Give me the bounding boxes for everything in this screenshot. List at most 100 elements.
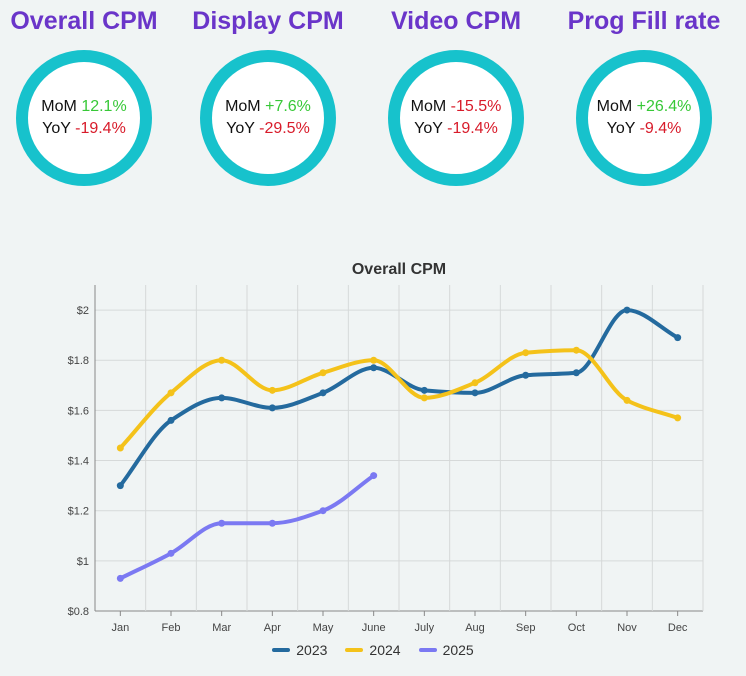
yoy-line: YoY -19.4% <box>414 118 498 140</box>
data-point-2024 <box>370 356 378 364</box>
data-point-2023 <box>572 369 580 377</box>
series-line-2025 <box>118 473 376 581</box>
data-point-2025 <box>319 507 327 515</box>
kpi-ring: MoM 12.1% YoY -19.4% <box>16 50 152 186</box>
kpi-title: Display CPM <box>192 7 344 35</box>
mom-line: MoM -15.5% <box>411 96 502 118</box>
mom-line: MoM 12.1% <box>41 96 126 118</box>
data-point-2024 <box>420 394 428 402</box>
kpi-card: Overall CPM MoM 12.1% YoY -19.4% <box>0 0 177 186</box>
data-point-2023 <box>623 306 631 314</box>
legend-label: 2024 <box>369 642 401 658</box>
legend-label: 2023 <box>296 642 328 658</box>
yoy-line-label: YoY <box>606 120 636 137</box>
x-tick-label: July <box>415 622 435 634</box>
y-tick-label: $1 <box>77 556 89 568</box>
yoy-line: YoY -9.4% <box>607 118 682 140</box>
kpi-card: Video CPM MoM -15.5% YoY -19.4% <box>363 0 549 186</box>
legend-label: 2025 <box>442 642 474 658</box>
data-point-2025 <box>268 519 276 527</box>
data-point-2023 <box>116 482 124 490</box>
y-tick-label: $2 <box>77 305 89 317</box>
data-point-2023 <box>167 416 175 424</box>
x-tick-label: Sep <box>516 622 536 634</box>
x-tick-label: Aug <box>465 622 485 634</box>
data-point-2023 <box>471 389 479 397</box>
data-point-2023 <box>218 394 226 402</box>
kpi-ring: MoM +26.4% YoY -9.4% <box>576 50 712 186</box>
x-tick-label: Feb <box>162 622 181 634</box>
data-point-2023 <box>674 334 682 342</box>
y-tick-label: $1.2 <box>68 506 89 518</box>
data-point-2024 <box>674 414 682 422</box>
yoy-line-value: -9.4% <box>639 120 682 137</box>
data-point-2025 <box>218 519 226 527</box>
mom-line-value: +7.6% <box>265 98 311 115</box>
y-tick-label: $0.8 <box>68 606 89 618</box>
data-point-2023 <box>522 371 530 379</box>
mom-line-value: 12.1% <box>81 98 127 115</box>
legend-item-2025[interactable]: 2025 <box>418 642 474 658</box>
kpi-title: Video CPM <box>390 7 522 35</box>
chart-svg: Overall CPM $0.8 $1 $1.2 $1.4 $1.6 $1.8 $2 Jan Fe… <box>68 261 704 634</box>
x-tick-label: Jan <box>111 622 129 634</box>
data-point-2024 <box>218 356 226 364</box>
data-point-2023 <box>420 386 428 394</box>
y-tick-label: $1.6 <box>68 405 89 417</box>
overall-cpm-chart: Overall CPM $0.8 $1 $1.2 $1.4 $1.6 $1.8 $2 Jan Fe… <box>60 252 746 671</box>
data-point-2024 <box>116 444 124 452</box>
mom-line-label: MoM <box>41 98 77 115</box>
legend-swatch <box>272 648 291 652</box>
data-point-2024 <box>522 349 530 357</box>
mom-line-value: +26.4% <box>636 98 692 115</box>
legend-swatch <box>345 648 364 652</box>
yoy-line-value: -19.4% <box>75 120 126 137</box>
x-tick-label: Oct <box>568 622 585 634</box>
yoy-line-label: YoY <box>42 120 71 137</box>
x-tick-label: June <box>362 622 386 634</box>
data-point-2024 <box>319 369 327 377</box>
y-tick-label: $1.8 <box>68 355 89 367</box>
data-point-2023 <box>268 404 276 412</box>
chart-legend: 2023 2024 2025 <box>0 642 746 658</box>
kpi-ring: MoM -15.5% YoY -19.4% <box>388 50 524 186</box>
legend-swatch <box>418 648 437 652</box>
mom-line: MoM +26.4% <box>597 96 692 118</box>
data-point-2024 <box>268 386 276 394</box>
yoy-line: YoY -19.4% <box>42 118 126 140</box>
x-tick-label: May <box>313 622 334 634</box>
mom-line-label: MoM <box>596 98 633 115</box>
yoy-line-label: YoY <box>226 120 255 137</box>
data-point-2024 <box>572 346 580 354</box>
x-tick-label: Nov <box>617 622 637 634</box>
mom-line-label: MoM <box>225 98 261 115</box>
chart-title: Overall CPM <box>352 261 446 278</box>
series-line-2024 <box>118 348 680 450</box>
mom-line-label: MoM <box>410 98 447 115</box>
yoy-line-value: -29.5% <box>259 120 310 137</box>
kpi-card: Display CPM MoM +7.6% YoY -29.5% <box>175 0 361 186</box>
x-tick-label: Apr <box>264 622 281 634</box>
kpi-title: Overall CPM <box>10 7 158 35</box>
legend-item-2024[interactable]: 2024 <box>345 642 401 658</box>
kpi-ring: MoM +7.6% YoY -29.5% <box>200 50 336 186</box>
data-point-2025 <box>167 549 175 557</box>
data-point-2023 <box>370 364 378 372</box>
yoy-line-label: YoY <box>414 120 443 137</box>
x-tick-label: Dec <box>668 622 688 634</box>
yoy-line-value: -19.4% <box>447 120 498 137</box>
x-tick-label: Mar <box>212 622 231 634</box>
y-tick-label: $1.4 <box>68 456 89 468</box>
mom-line: MoM +7.6% <box>225 96 311 118</box>
kpi-card: Prog Fill rate MoM +26.4% YoY -9.4% <box>551 0 737 186</box>
data-point-2024 <box>167 389 175 397</box>
kpi-title: Prog Fill rate <box>567 7 721 35</box>
legend-item-2023[interactable]: 2023 <box>272 642 327 658</box>
data-point-2023 <box>319 389 327 397</box>
data-point-2025 <box>116 574 124 582</box>
mom-line-value: -15.5% <box>450 98 502 115</box>
yoy-line: YoY -29.5% <box>226 118 310 140</box>
data-point-2024 <box>471 379 479 387</box>
data-point-2024 <box>623 396 631 404</box>
data-point-2025 <box>370 472 378 480</box>
